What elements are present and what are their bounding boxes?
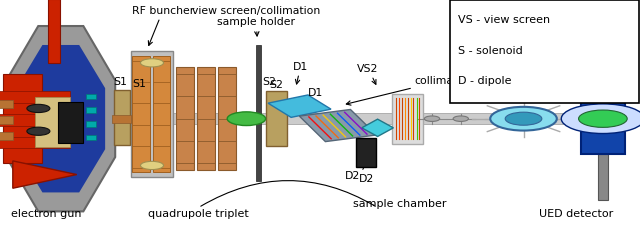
- Text: RF buncher: RF buncher: [132, 6, 195, 46]
- Polygon shape: [362, 120, 394, 137]
- Bar: [112, 115, 131, 123]
- Circle shape: [141, 162, 164, 170]
- Circle shape: [227, 112, 266, 126]
- Bar: [132, 57, 150, 173]
- Bar: [197, 68, 215, 170]
- Text: S2: S2: [262, 76, 276, 86]
- Bar: [112, 114, 630, 125]
- Circle shape: [27, 105, 50, 113]
- Text: VS2: VS2: [357, 64, 379, 85]
- Bar: [153, 57, 170, 173]
- Text: S1: S1: [113, 76, 127, 86]
- Bar: [58, 102, 83, 143]
- Circle shape: [453, 116, 468, 122]
- Bar: [86, 135, 96, 141]
- Text: view screen/collimation
sample holder: view screen/collimation sample holder: [192, 6, 320, 37]
- Text: D2: D2: [344, 165, 365, 180]
- Bar: [256, 45, 261, 182]
- Circle shape: [141, 59, 164, 68]
- Circle shape: [492, 116, 507, 122]
- Bar: [86, 94, 96, 100]
- Circle shape: [561, 104, 640, 134]
- Text: D2: D2: [358, 174, 374, 184]
- Bar: [131, 52, 173, 177]
- Polygon shape: [13, 161, 77, 188]
- Polygon shape: [268, 96, 331, 118]
- Bar: [450, 1, 639, 103]
- Text: D - dipole: D - dipole: [458, 76, 511, 86]
- Bar: [176, 68, 194, 170]
- Polygon shape: [6, 27, 115, 212]
- Bar: [266, 92, 287, 146]
- Circle shape: [490, 107, 557, 131]
- Text: VS - view screen: VS - view screen: [458, 15, 550, 25]
- Circle shape: [505, 113, 542, 126]
- Text: UED detector: UED detector: [539, 208, 613, 218]
- Bar: [86, 108, 96, 114]
- Bar: [114, 91, 130, 145]
- Bar: [581, 84, 625, 154]
- Bar: [0, 137, 70, 149]
- Text: S2: S2: [269, 80, 284, 90]
- Bar: [0, 115, 70, 126]
- Text: D1: D1: [293, 61, 308, 85]
- Circle shape: [27, 128, 50, 136]
- Text: S - solenoid: S - solenoid: [458, 45, 522, 55]
- Bar: [392, 94, 423, 144]
- Bar: [598, 154, 608, 200]
- Text: electron gun: electron gun: [11, 208, 81, 218]
- Text: collimation: collimation: [346, 76, 475, 106]
- Bar: [218, 68, 236, 170]
- Bar: [0, 132, 13, 140]
- Text: quadrupole triplet: quadrupole triplet: [148, 208, 249, 218]
- Circle shape: [424, 116, 440, 122]
- Text: S1: S1: [132, 79, 147, 89]
- Polygon shape: [17, 46, 105, 192]
- Bar: [86, 121, 96, 127]
- Bar: [0, 100, 13, 109]
- Text: D1: D1: [308, 88, 323, 98]
- Text: sample chamber: sample chamber: [353, 198, 447, 208]
- Bar: [356, 138, 376, 167]
- Bar: [48, 0, 60, 64]
- FancyArrowPatch shape: [201, 181, 374, 206]
- Bar: [0, 116, 13, 124]
- Bar: [3, 75, 42, 163]
- Bar: [35, 98, 70, 148]
- Polygon shape: [300, 110, 376, 142]
- Bar: [0, 92, 70, 103]
- Circle shape: [579, 111, 627, 128]
- Text: Faraday cup: Faraday cup: [492, 64, 558, 100]
